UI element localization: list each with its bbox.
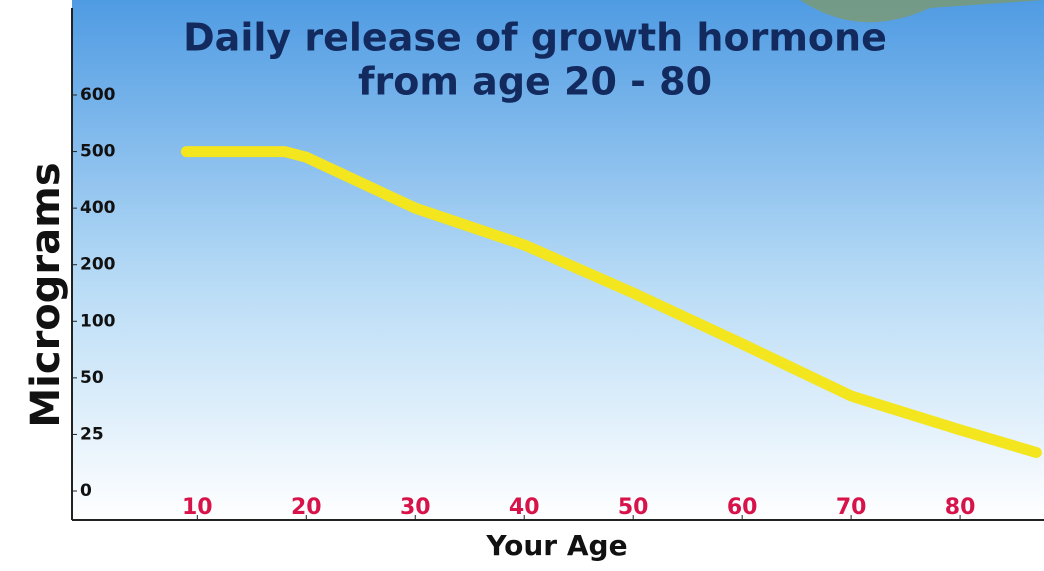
- y-tick-label: 25: [80, 424, 104, 444]
- y-tick-label: 100: [80, 311, 116, 331]
- y-tick-label: 500: [80, 142, 116, 162]
- chart-subtitle: from age 20 - 80: [358, 60, 712, 104]
- y-tick-label: 0: [80, 481, 92, 501]
- y-axis-label: Micrograms: [23, 162, 69, 427]
- chart-title: Daily release of growth hormone: [183, 16, 887, 60]
- chart: Daily release of growth hormone from age…: [0, 0, 1044, 567]
- y-tick-label: 400: [80, 198, 116, 218]
- y-tick-label: 50: [80, 368, 104, 388]
- y-tick-label: 600: [80, 85, 116, 105]
- x-axis-label: Your Age: [485, 529, 627, 562]
- page: Daily release of growth hormone from age…: [0, 0, 1044, 567]
- y-tick-label: 200: [80, 255, 116, 275]
